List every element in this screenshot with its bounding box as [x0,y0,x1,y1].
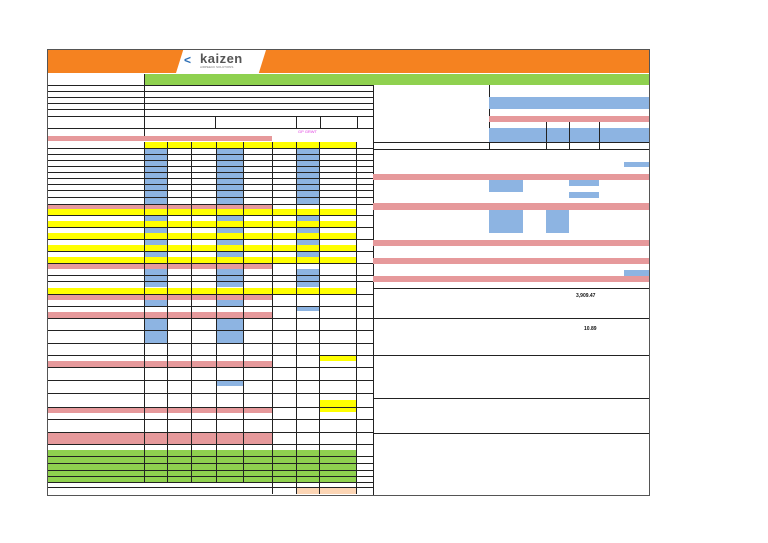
header-banner [48,50,649,73]
section-header [48,263,272,269]
section-header [373,174,649,180]
input-column[interactable] [216,148,243,204]
totals-block [48,450,356,482]
title-bar [144,74,649,85]
input-column[interactable] [296,148,319,204]
spreadsheet: < kaizen AIRPEECK SOLUTIONS GP GRWT [47,49,650,496]
section-header [48,407,272,413]
section-header [373,240,649,246]
input-column[interactable] [144,148,167,204]
grand-total-cell [296,487,356,494]
section-header [373,203,649,210]
magenta-note: GP GRWT [298,129,317,134]
section-header [48,136,272,141]
column-header-row [144,142,356,148]
section-header [489,116,649,122]
logo-text: kaizen [200,51,243,66]
section-header [48,312,272,318]
section-header [48,432,272,444]
section-header [373,276,649,282]
section-header [48,361,272,367]
section-header [48,204,272,209]
section-header [48,294,272,300]
section-header [373,258,649,264]
kaizen-logo-icon: < [184,53,192,67]
logo-subtitle: AIRPEECK SOLUTIONS [200,65,234,69]
summary-value-2: 10.89 [584,326,597,332]
input-row[interactable] [489,97,649,109]
summary-value-1: 3,909.47 [576,293,596,299]
logo: < kaizen AIRPEECK SOLUTIONS [176,50,266,73]
